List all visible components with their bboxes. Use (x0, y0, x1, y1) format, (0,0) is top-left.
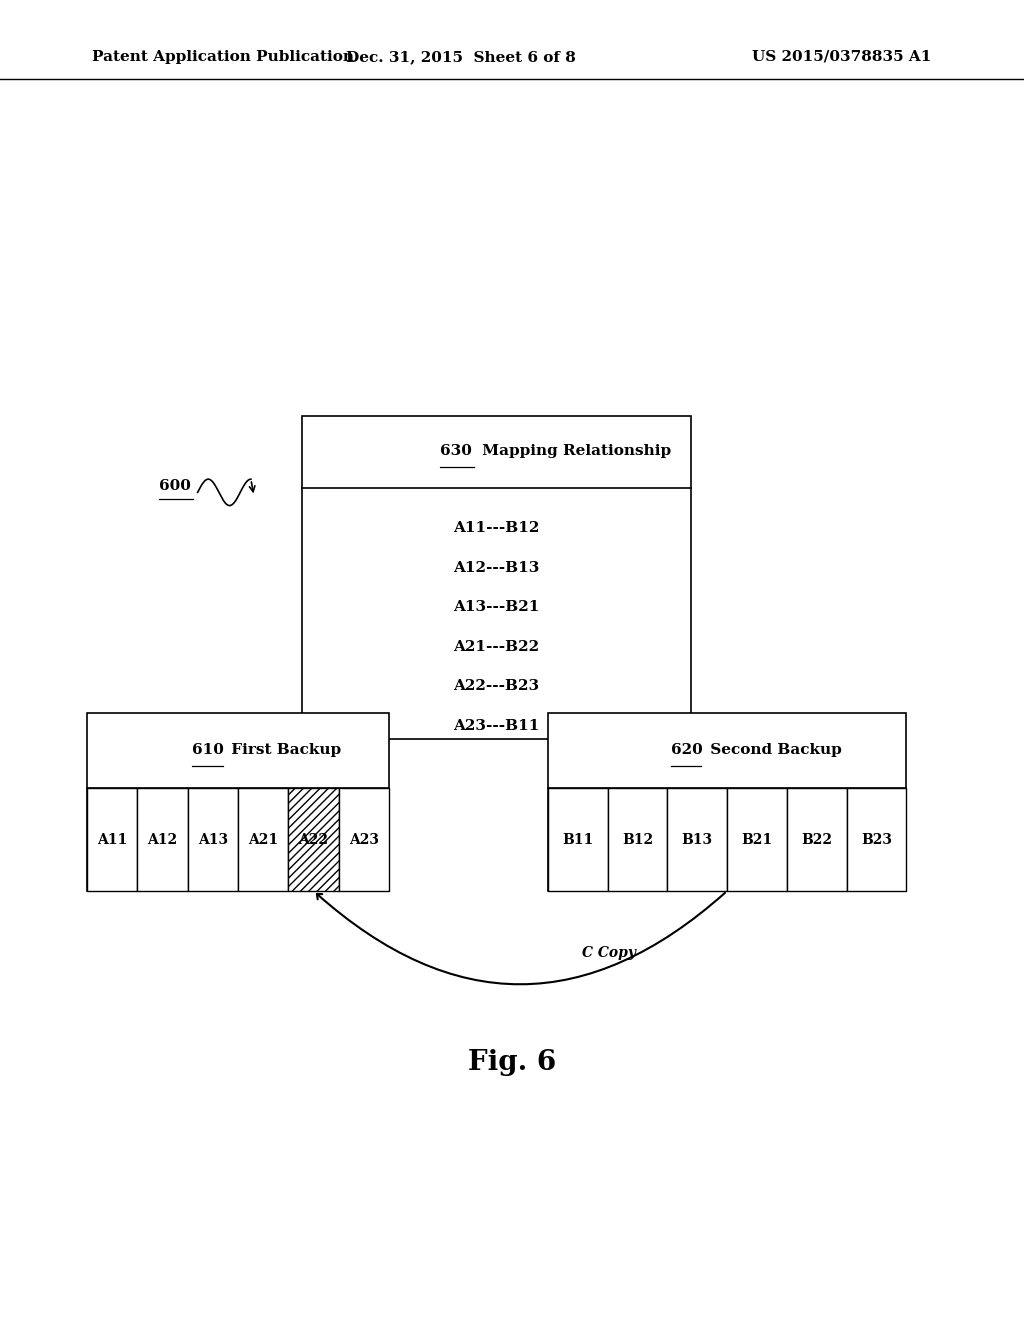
Text: B11: B11 (562, 833, 593, 846)
FancyBboxPatch shape (238, 788, 289, 891)
Text: B22: B22 (801, 833, 833, 846)
FancyBboxPatch shape (548, 713, 906, 891)
Text: Second Backup: Second Backup (705, 743, 842, 756)
FancyBboxPatch shape (548, 788, 607, 891)
Text: A23: A23 (349, 833, 379, 846)
FancyBboxPatch shape (87, 788, 137, 891)
Text: A13: A13 (198, 833, 228, 846)
FancyBboxPatch shape (786, 788, 847, 891)
Text: Mapping Relationship: Mapping Relationship (477, 445, 672, 458)
Text: B21: B21 (741, 833, 772, 846)
Text: A12: A12 (147, 833, 177, 846)
Text: A22: A22 (299, 833, 329, 846)
Text: A11: A11 (97, 833, 127, 846)
Text: A12---B13: A12---B13 (454, 561, 540, 574)
Text: 620: 620 (671, 743, 702, 756)
Text: 600: 600 (159, 479, 190, 492)
FancyBboxPatch shape (847, 788, 906, 891)
Text: B23: B23 (861, 833, 892, 846)
Text: C Copy: C Copy (583, 946, 636, 960)
FancyBboxPatch shape (668, 788, 727, 891)
FancyBboxPatch shape (87, 713, 389, 891)
FancyBboxPatch shape (607, 788, 668, 891)
FancyBboxPatch shape (302, 416, 691, 739)
Text: B13: B13 (682, 833, 713, 846)
Text: Dec. 31, 2015  Sheet 6 of 8: Dec. 31, 2015 Sheet 6 of 8 (346, 50, 575, 63)
FancyBboxPatch shape (289, 788, 339, 891)
Text: US 2015/0378835 A1: US 2015/0378835 A1 (753, 50, 932, 63)
FancyBboxPatch shape (137, 788, 187, 891)
Text: A21: A21 (248, 833, 279, 846)
Text: A11---B12: A11---B12 (454, 521, 540, 535)
Text: A22---B23: A22---B23 (454, 680, 540, 693)
Text: A23---B11: A23---B11 (454, 719, 540, 733)
FancyBboxPatch shape (727, 788, 786, 891)
Text: First Backup: First Backup (225, 743, 341, 756)
Text: Patent Application Publication: Patent Application Publication (92, 50, 354, 63)
Text: Fig. 6: Fig. 6 (468, 1049, 556, 1076)
FancyBboxPatch shape (187, 788, 238, 891)
Text: 610: 610 (193, 743, 224, 756)
Text: B12: B12 (622, 833, 653, 846)
FancyBboxPatch shape (339, 788, 389, 891)
Text: 630: 630 (440, 445, 472, 458)
Text: A13---B21: A13---B21 (454, 601, 540, 614)
Text: A21---B22: A21---B22 (454, 640, 540, 653)
